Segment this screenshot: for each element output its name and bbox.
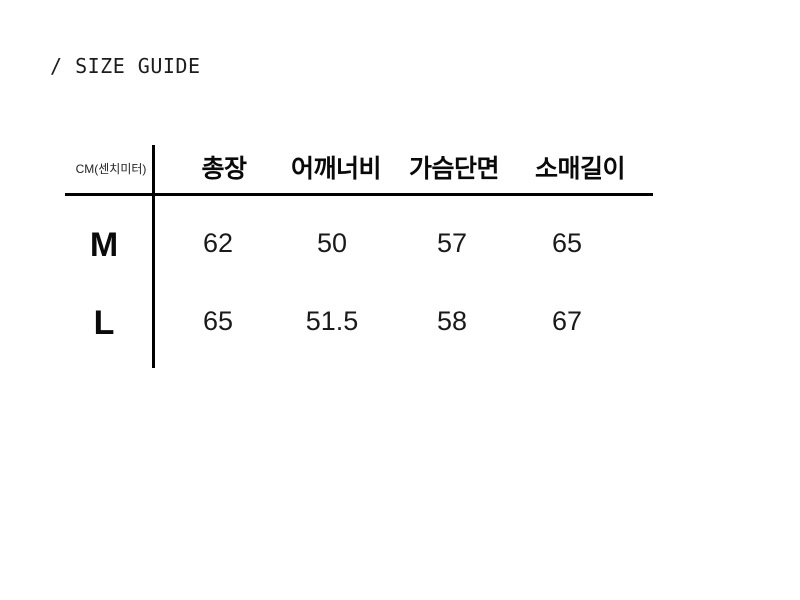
table-cell: 62	[202, 228, 234, 258]
size-label-m: M	[89, 226, 119, 264]
table-cell: 50	[316, 228, 348, 258]
table-header-divider-line	[65, 193, 653, 196]
column-header-chest-width: 가슴단면	[408, 155, 500, 183]
table-cell: 51.5	[305, 306, 359, 336]
page-title: / SIZE GUIDE	[50, 54, 201, 78]
table-column-divider-line	[152, 145, 155, 368]
column-header-sleeve-length: 소매길이	[534, 155, 626, 183]
table-cell: 58	[436, 306, 468, 336]
unit-label: CM(센치미터)	[75, 162, 147, 176]
table-cell: 65	[551, 228, 583, 258]
table-cell: 67	[551, 306, 583, 336]
column-header-total-length: 총장	[201, 155, 247, 183]
table-cell: 57	[436, 228, 468, 258]
size-label-l: L	[93, 304, 115, 342]
column-header-shoulder-width: 어깨너비	[290, 155, 382, 183]
table-cell: 65	[202, 306, 234, 336]
